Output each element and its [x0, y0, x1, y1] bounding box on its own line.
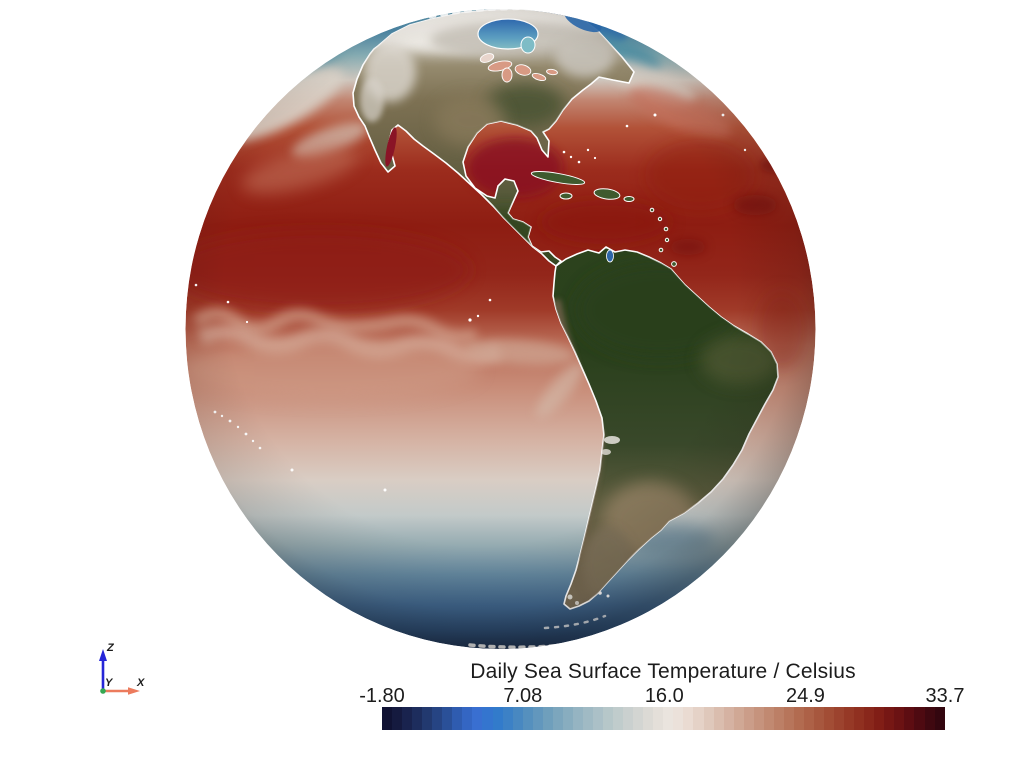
colorbar-segment — [864, 707, 875, 730]
colorbar-segment — [572, 707, 583, 730]
colorbar-segment — [592, 707, 604, 730]
colorbar-segment — [582, 707, 593, 730]
colorbar-segment — [512, 707, 523, 730]
colorbar-segment — [562, 707, 573, 730]
orientation-axes-widget: Z Y X — [99, 642, 145, 695]
colorbar-segment — [904, 707, 915, 730]
axis-label-z: Z — [106, 642, 115, 654]
colorbar-segment — [482, 707, 493, 730]
colorbar-segment — [914, 707, 925, 730]
colorbar-segment — [783, 707, 794, 730]
colorbar-segment — [663, 707, 674, 730]
axis-label-x: X — [136, 677, 145, 689]
colorbar-tick-label: 24.9 — [785, 685, 825, 707]
colorbar-segment — [613, 707, 624, 730]
colorbar-segment — [552, 707, 563, 730]
colorbar-segment — [643, 707, 654, 730]
colorbar-segment — [773, 707, 784, 730]
colorbar-segment — [854, 707, 865, 730]
colorbar-segment — [894, 707, 905, 730]
colorbar-tick-label: 33.7 — [925, 685, 965, 707]
colorbar-segment — [382, 707, 393, 730]
colorbar-title: Daily Sea Surface Temperature / Celsius — [470, 660, 856, 683]
y-axis-marker — [100, 688, 106, 694]
colorbar-segment — [462, 707, 473, 730]
colorbar-segment — [673, 707, 684, 730]
colorbar-segment — [713, 707, 724, 730]
colorbar-segment — [532, 707, 543, 730]
colorbar-tick-label: 16.0 — [644, 685, 684, 707]
colorbar-segment — [452, 707, 463, 730]
colorbar-segment — [542, 707, 553, 730]
colorbar-segment — [522, 707, 533, 730]
limb-shading — [185, 9, 816, 649]
colorbar-segment — [633, 707, 644, 730]
colorbar-segment — [814, 707, 825, 730]
colorbar-segment — [793, 707, 804, 730]
colorbar-segment — [743, 707, 754, 730]
x-axis-arrow — [103, 687, 140, 695]
colorbar-tick-labels: -1.80 7.08 16.0 24.9 33.7 — [359, 685, 964, 707]
colorbar-segment — [844, 707, 855, 730]
colorbar-segment — [723, 707, 734, 730]
colorbar-segment — [412, 707, 423, 730]
colorbar-tick-label: -1.80 — [359, 685, 405, 707]
colorbar-segment — [683, 707, 694, 730]
colorbar-segment — [502, 707, 513, 730]
colorbar-segment — [402, 707, 413, 730]
scalar-bar[interactable] — [382, 707, 945, 730]
colorbar-segment — [422, 707, 433, 730]
colorbar-segment — [693, 707, 704, 730]
colorbar-segment — [432, 707, 443, 730]
axis-label-y: Y — [105, 677, 114, 689]
z-axis-arrow — [99, 649, 107, 691]
colorbar-segment — [733, 707, 744, 730]
colorbar-segment — [492, 707, 503, 730]
colorbar-tick-label: 7.08 — [503, 685, 543, 707]
colorbar-segment — [472, 707, 483, 730]
colorbar-segment — [623, 707, 634, 730]
colorbar-segment — [834, 707, 845, 730]
colorbar-segment — [874, 707, 885, 730]
colorbar-segment — [803, 707, 815, 730]
colorbar-segment — [763, 707, 774, 730]
colorbar-segment — [653, 707, 664, 730]
colorbar-segment — [603, 707, 614, 730]
colorbar-segment — [392, 707, 403, 730]
colorbar-segment — [442, 707, 453, 730]
colorbar-segment — [924, 707, 935, 730]
colorbar-segment — [934, 707, 945, 730]
globe — [185, 9, 816, 649]
colorbar-segment — [703, 707, 714, 730]
colorbar-segment — [824, 707, 835, 730]
colorbar-segment — [884, 707, 895, 730]
colorbar-segment — [753, 707, 764, 730]
